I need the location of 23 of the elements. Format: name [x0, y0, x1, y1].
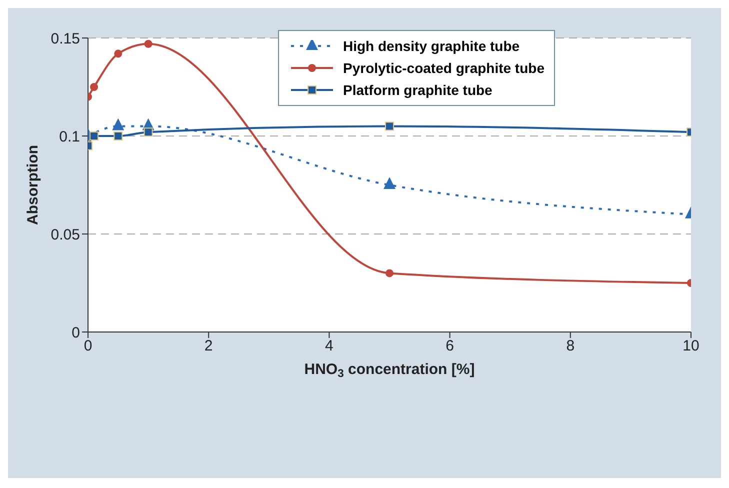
legend-label: High density graphite tube: [343, 38, 520, 54]
x-tick-label: 0: [84, 338, 92, 355]
point: [144, 128, 153, 137]
x-tick-label: 6: [446, 338, 454, 355]
x-axis-title: HNO$_{3}$ concentration [%]: [304, 361, 475, 380]
point: [114, 132, 123, 140]
y-tick-label: 0.1: [59, 128, 80, 146]
y-tick-label: 0: [72, 324, 80, 342]
y-tick-label: 0.15: [50, 30, 80, 48]
x-tick-label: 10: [682, 338, 700, 355]
x-tick-label: 8: [566, 338, 575, 355]
point: [90, 132, 99, 140]
point: [386, 269, 394, 278]
y-axis-title: Absorption: [24, 145, 42, 225]
point: [144, 40, 152, 48]
x-tick-label: 4: [325, 338, 334, 355]
x-tick-label: 2: [204, 338, 213, 355]
point: [114, 50, 122, 58]
legend-label: Platform graphite tube: [343, 82, 492, 98]
point: [90, 83, 98, 91]
legend-label: Pyrolytic-coated graphite tube: [343, 60, 544, 76]
point: [385, 122, 394, 131]
y-tick-label: 0.05: [50, 226, 80, 244]
